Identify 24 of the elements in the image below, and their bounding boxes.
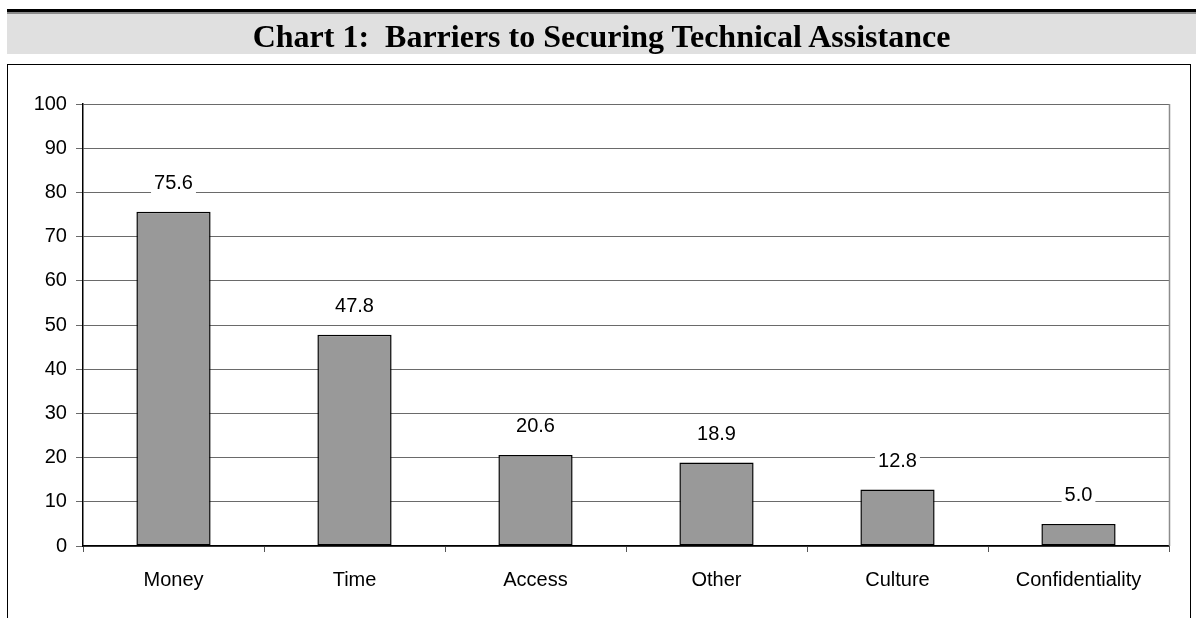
data-label: 12.8 <box>878 448 917 471</box>
y-tick-label: 90 <box>44 135 67 158</box>
y-tick-label: 100 <box>33 91 67 114</box>
data-label: 18.9 <box>697 421 736 444</box>
y-tick-label: 20 <box>44 445 67 468</box>
data-label: 47.8 <box>335 294 374 317</box>
y-tick-label: 30 <box>44 400 67 423</box>
y-tick-label: 50 <box>44 312 67 335</box>
data-label: 75.6 <box>154 171 193 194</box>
x-tick-label: Time <box>332 567 377 590</box>
y-tick-label: 10 <box>44 489 67 512</box>
y-tick-label: 80 <box>44 179 67 202</box>
y-tick-label: 70 <box>44 224 67 247</box>
y-tick-label: 0 <box>55 533 67 556</box>
y-tick-label: 60 <box>44 268 67 291</box>
x-tick-label: Culture <box>865 567 930 590</box>
x-tick-label: Money <box>143 567 204 590</box>
x-tick-label: Access <box>503 567 568 590</box>
data-label: 5.0 <box>1064 483 1093 506</box>
x-tick-label: Confidentiality <box>1015 567 1142 590</box>
chart-title: Chart 1: Barriers to Securing Technical Assistance <box>252 18 951 54</box>
x-tick-label: Other <box>691 567 742 590</box>
y-tick-label: 40 <box>44 356 67 379</box>
data-label: 20.6 <box>516 414 555 437</box>
